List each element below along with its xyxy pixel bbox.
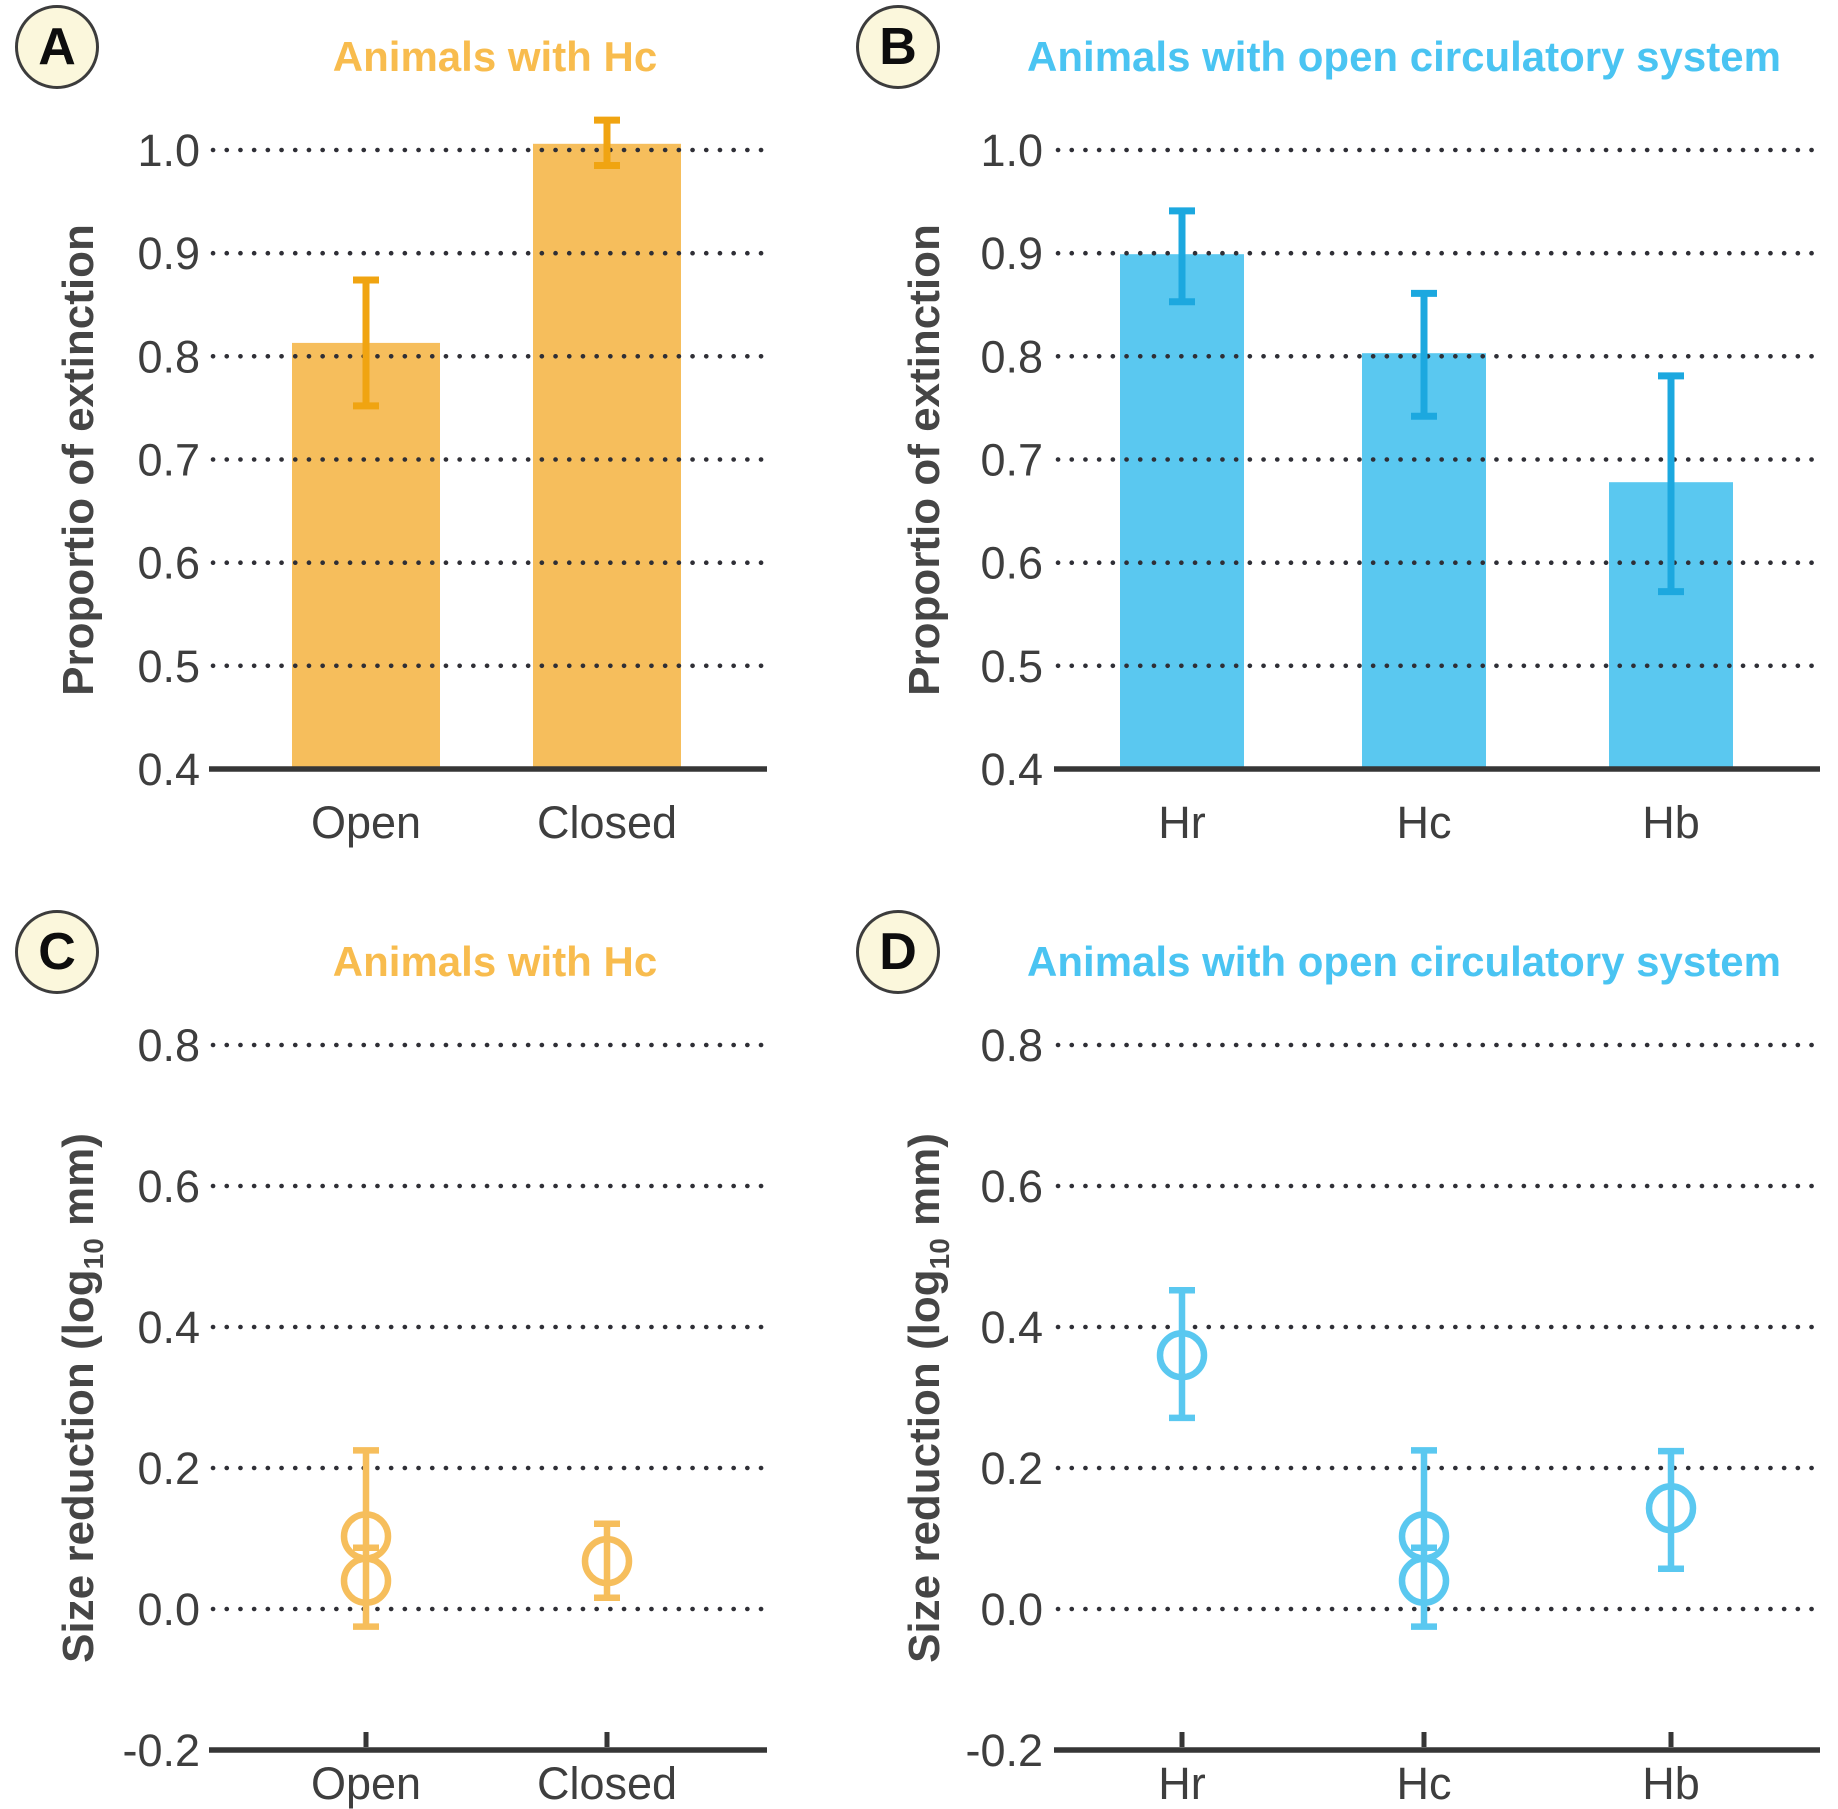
- panel-b-y-axis-label-text: Proportio of extinction: [900, 224, 950, 696]
- x-category-label-hr: Hr: [1158, 797, 1205, 848]
- panel-a-y-axis-label: Proportio of extinction: [54, 224, 110, 696]
- y-tick-label-0.9: 0.9: [137, 228, 200, 279]
- y-tick-label-0.0: 0.0: [980, 1584, 1043, 1635]
- y-tick-label-0.8: 0.8: [980, 1020, 1043, 1071]
- y-tick-label-0.8: 0.8: [980, 331, 1043, 382]
- y-tick-label-0.9: 0.9: [980, 228, 1043, 279]
- panel-c-y-axis-label-text: Size reduction (log: [54, 1269, 104, 1663]
- panel-b-plot: 0.4 0.5 0.6 0.7 0.8 0.9 1.0 Hr Hc Hb: [980, 125, 1821, 848]
- panel-d-y-axis-label-text: Size reduction (log: [900, 1269, 950, 1663]
- y-tick-label-0.6: 0.6: [980, 538, 1043, 589]
- point-marker-hc: [1398, 1555, 1450, 1607]
- panel-d-badge-letter: D: [879, 923, 917, 981]
- x-category-label-hr: Hr: [1158, 1758, 1205, 1809]
- panel-b-y-axis-label: Proportio of extinction: [900, 224, 956, 696]
- y-tick-label-0.7: 0.7: [137, 435, 200, 486]
- panel-a-plot: 0.4 0.5 0.6 0.7 0.8 0.9 1.0 Open Closed: [137, 116, 768, 848]
- panel-d-y-axis-label-sub: 10: [923, 1238, 955, 1270]
- panel-b-title: Animals with open circulatory system: [1027, 33, 1781, 80]
- point-marker-closed: [581, 1535, 633, 1587]
- y-tick-label-0.5: 0.5: [980, 641, 1043, 692]
- panel-c-y-axis-label-post: mm): [54, 1133, 104, 1239]
- panel-a-badge-letter: A: [38, 18, 76, 76]
- panel-c-plot: -0.2 0.0 0.2 0.4 0.6 0.8 Open Closed: [122, 1020, 768, 1809]
- panel-d-plot: -0.2 0.0 0.2 0.4 0.6 0.8 Hr Hc Hb: [965, 1020, 1821, 1809]
- x-category-label-closed: Closed: [537, 1758, 677, 1809]
- y-tick-label-0.4: 0.4: [137, 744, 200, 795]
- panel-d-y-axis-label: Size reduction (log10 mm): [900, 1133, 956, 1663]
- panel-c-badge-letter: C: [38, 923, 76, 981]
- panel-c-y-axis-label-sub: 10: [77, 1238, 109, 1270]
- point-marker-hr: [1156, 1329, 1208, 1381]
- x-category-label-hb: Hb: [1642, 797, 1700, 848]
- y-tick-label-1.0: 1.0: [137, 125, 200, 176]
- bar-closed: [533, 143, 681, 770]
- y-tick-label-0.6: 0.6: [137, 1161, 200, 1212]
- y-tick-label-0.8: 0.8: [137, 331, 200, 382]
- x-category-label-open: Open: [311, 797, 421, 848]
- y-tick-label-0.4: 0.4: [980, 744, 1043, 795]
- y-tick-label--0.2: -0.2: [965, 1725, 1043, 1776]
- panel-b-badge: B: [856, 5, 940, 89]
- x-category-label-closed: Closed: [537, 797, 677, 848]
- panel-d-title: Animals with open circulatory system: [1027, 938, 1781, 985]
- panel-a-badge: A: [15, 5, 99, 89]
- y-tick-label--0.2: -0.2: [122, 1725, 200, 1776]
- bar-hr: [1120, 254, 1244, 769]
- panel-d-badge: D: [856, 910, 940, 994]
- bar-open: [292, 342, 440, 769]
- y-tick-label-0.4: 0.4: [980, 1302, 1043, 1353]
- panel-a-y-axis-label-text: Proportio of extinction: [54, 224, 104, 696]
- y-tick-label-0.8: 0.8: [137, 1020, 200, 1071]
- y-tick-label-0.0: 0.0: [137, 1584, 200, 1635]
- x-category-label-hc: Hc: [1397, 797, 1452, 848]
- y-tick-label-0.4: 0.4: [137, 1302, 200, 1353]
- y-tick-label-0.2: 0.2: [980, 1443, 1043, 1494]
- y-tick-label-0.6: 0.6: [137, 538, 200, 589]
- x-category-label-open: Open: [311, 1758, 421, 1809]
- bar-hc: [1362, 353, 1486, 769]
- y-tick-label-0.5: 0.5: [137, 641, 200, 692]
- y-tick-label-0.6: 0.6: [980, 1161, 1043, 1212]
- x-category-label-hb: Hb: [1642, 1758, 1700, 1809]
- panel-b-badge-letter: B: [879, 18, 917, 76]
- panel-c-badge: C: [15, 910, 99, 994]
- panel-a-title: Animals with Hc: [332, 33, 658, 80]
- panel-d-y-axis-label-post: mm): [900, 1133, 950, 1239]
- point-marker-hb: [1645, 1482, 1697, 1534]
- panel-c-title: Animals with Hc: [332, 938, 658, 985]
- y-tick-label-0.7: 0.7: [980, 435, 1043, 486]
- y-tick-label-1.0: 1.0: [980, 125, 1043, 176]
- point-marker-open: [340, 1555, 392, 1607]
- panel-c-y-axis-label: Size reduction (log10 mm): [54, 1133, 110, 1663]
- y-tick-label-0.2: 0.2: [137, 1443, 200, 1494]
- x-category-label-hc: Hc: [1397, 1758, 1452, 1809]
